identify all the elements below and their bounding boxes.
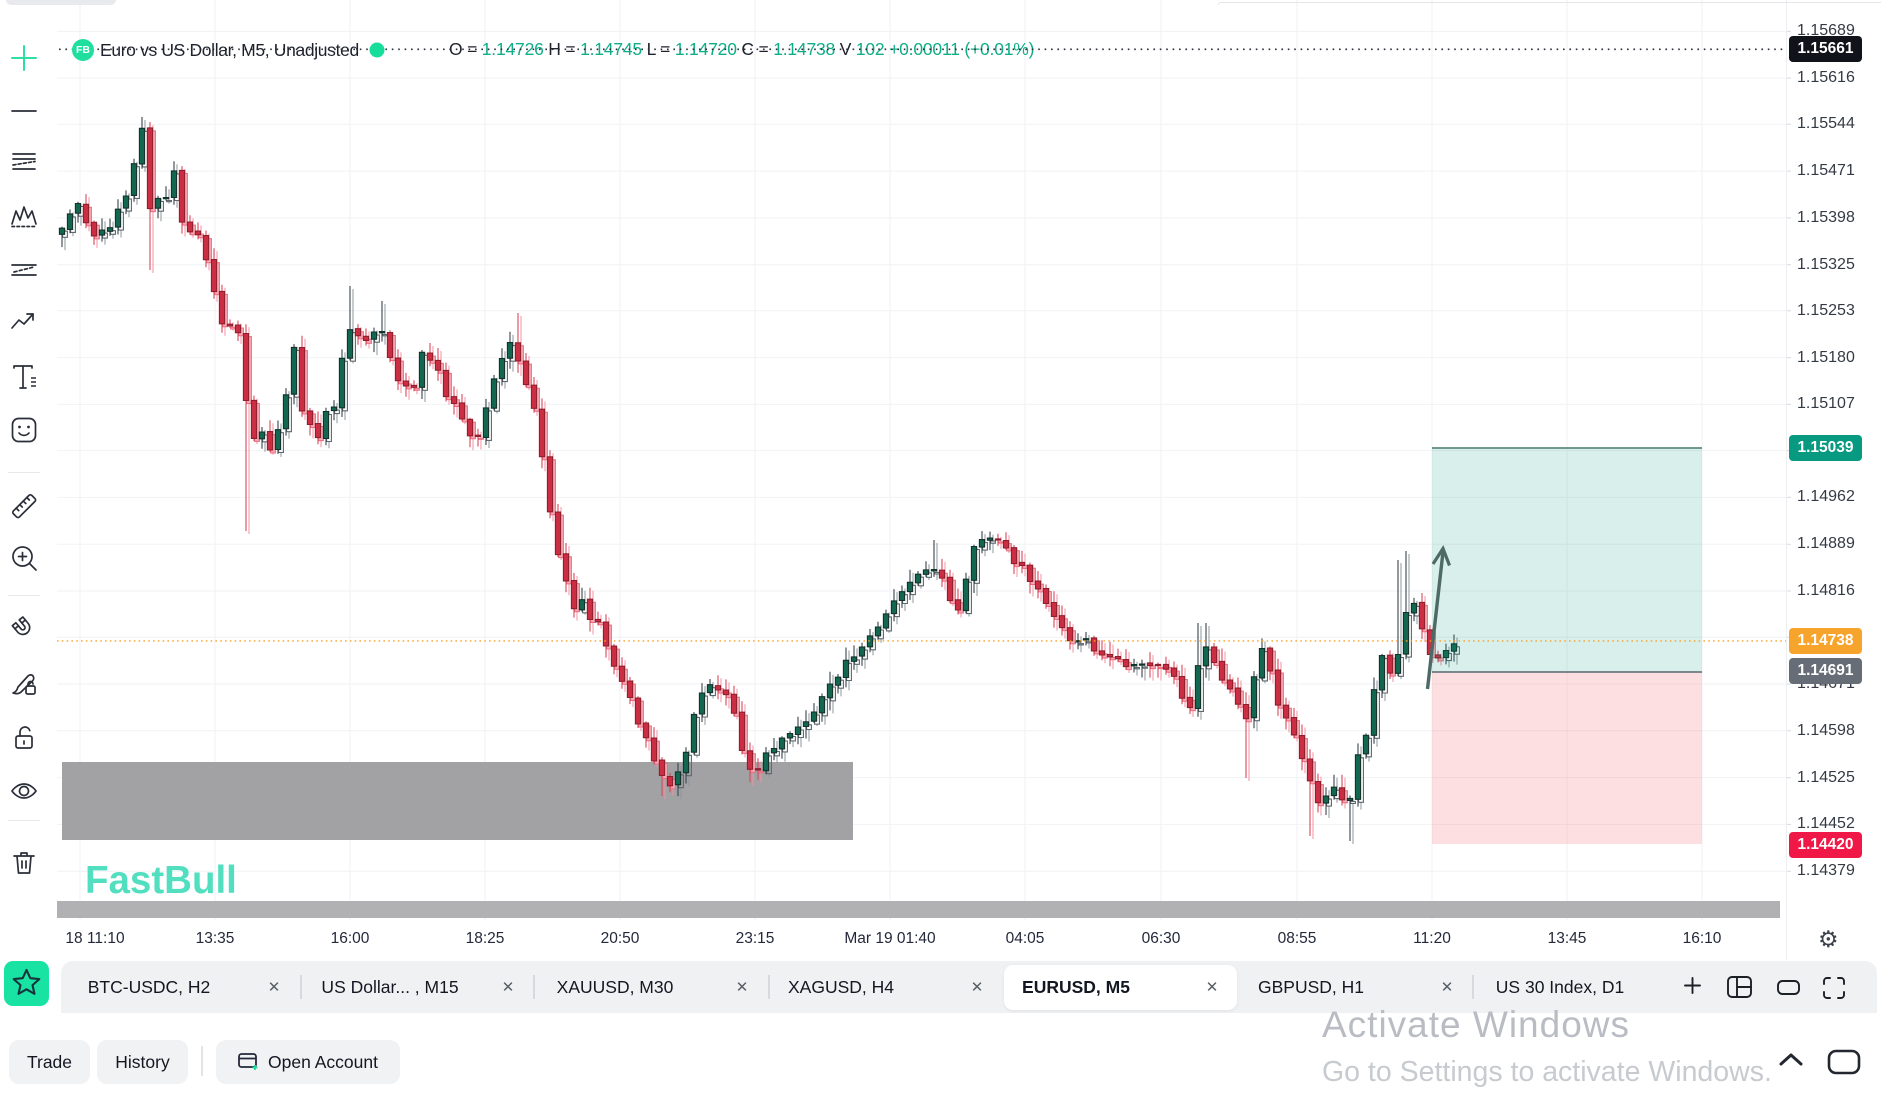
svg-text:O = 1.14726 H = 1.14745 L =: O = 1.14726 H = 1.14745 L = 1.14720 C = … bbox=[449, 39, 1034, 59]
